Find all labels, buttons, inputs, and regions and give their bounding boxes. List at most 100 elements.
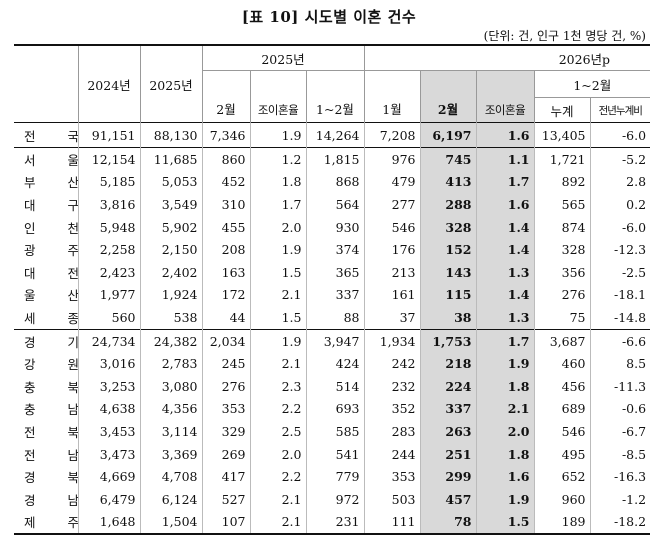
region-label: 강 원 bbox=[14, 352, 79, 375]
val-2026-yoy: -0.6 bbox=[621, 401, 647, 417]
region-label: 경 북 bbox=[14, 465, 79, 488]
val-2026-crude: 1.7 bbox=[476, 170, 535, 194]
val-2025: 2,150 bbox=[140, 238, 203, 261]
val-2026-crude: 1.6 bbox=[476, 193, 535, 216]
val-2025: 2,402 bbox=[140, 260, 203, 284]
val-2026-feb: 115 bbox=[420, 283, 477, 307]
region-label: 제 주 bbox=[14, 510, 79, 535]
val-2025-crude: 2.1 bbox=[250, 510, 307, 535]
val-2025-janfeb: 564 bbox=[306, 193, 365, 216]
val-2026-crude: 1.9 bbox=[476, 487, 535, 511]
val-2026-jan: 213 bbox=[364, 260, 421, 284]
val-2026-jan: 503 bbox=[364, 487, 421, 511]
val-2024: 2,423 bbox=[78, 260, 141, 284]
val-2025-feb: 172 bbox=[202, 283, 251, 307]
table-header: 2024년 2025년 2025년 2026년p 2월 조이혼율 1~2월 1월… bbox=[14, 45, 651, 123]
val-2025-crude: 1.8 bbox=[250, 170, 307, 194]
header-2025-feb: 2월 bbox=[202, 70, 251, 123]
val-2025-crude: 1.5 bbox=[250, 260, 307, 284]
val-2026-cum: 495 bbox=[534, 442, 591, 466]
val-2024: 1,648 bbox=[78, 510, 141, 535]
val-2026-yoy: -1.2 bbox=[621, 491, 647, 507]
val-2025: 4,708 bbox=[140, 465, 203, 488]
val-2025-crude: 2.3 bbox=[250, 374, 307, 398]
val-2026-cum: 189 bbox=[534, 510, 591, 535]
val-2026-cum: 892 bbox=[534, 170, 591, 194]
val-2025: 1,504 bbox=[140, 510, 203, 535]
val-2025-crude: 1.5 bbox=[250, 306, 307, 330]
val-2026-feb: 745 bbox=[420, 146, 477, 171]
table-row: 전 국1)91,15188,1307,3461.914,2647,2086,19… bbox=[14, 122, 650, 148]
header-2026-jan: 1월 bbox=[364, 70, 421, 123]
region-label: 전 남 bbox=[14, 442, 79, 466]
val-2024: 2,258 bbox=[78, 238, 141, 261]
val-2026-feb: 1,753 bbox=[420, 328, 477, 353]
val-2024: 6,479 bbox=[78, 487, 141, 511]
val-2026-yoy: -8.5 bbox=[621, 446, 647, 462]
val-2025: 1,924 bbox=[140, 283, 203, 307]
val-2025: 4,356 bbox=[140, 397, 203, 421]
val-2026-crude: 1.6 bbox=[476, 465, 535, 488]
table-title: [표 10] 시도별 이혼 건수 bbox=[241, 8, 417, 26]
val-2026-jan: 353 bbox=[364, 465, 421, 488]
val-2026-yoy: 8.5 bbox=[626, 356, 647, 372]
val-2026-cum: 3,687 bbox=[534, 328, 591, 353]
val-2026-yoy: -16.3 bbox=[613, 469, 647, 485]
val-2026-feb: 263 bbox=[420, 420, 477, 443]
val-2025-feb: 417 bbox=[202, 465, 251, 488]
header-group-2026: 2026년p bbox=[364, 45, 651, 71]
val-2025-crude: 2.1 bbox=[250, 487, 307, 511]
val-2024: 3,816 bbox=[78, 193, 141, 216]
val-2026-cum: 13,405 bbox=[534, 122, 591, 148]
val-2026-feb: 78 bbox=[420, 510, 477, 535]
val-2025-crude: 2.2 bbox=[250, 397, 307, 421]
val-2025-feb: 269 bbox=[202, 442, 251, 466]
val-2026-crude: 1.6 bbox=[476, 122, 535, 148]
val-2025-feb: 7,346 bbox=[202, 122, 251, 148]
val-2025-janfeb: 693 bbox=[306, 397, 365, 421]
val-2024: 4,669 bbox=[78, 465, 141, 488]
region-label: 경 기 bbox=[14, 328, 79, 353]
region-label: 충 북 bbox=[14, 374, 79, 398]
val-2026-cum: 456 bbox=[534, 374, 591, 398]
val-2025: 3,369 bbox=[140, 442, 203, 466]
val-2025-janfeb: 930 bbox=[306, 215, 365, 239]
val-2025-feb: 276 bbox=[202, 374, 251, 398]
val-2026-feb: 337 bbox=[420, 397, 477, 421]
val-2025-janfeb: 514 bbox=[306, 374, 365, 398]
val-2026-jan: 479 bbox=[364, 170, 421, 194]
val-2026-crude: 1.4 bbox=[476, 215, 535, 239]
val-2026-cum: 652 bbox=[534, 465, 591, 488]
val-2026-yoy: -12.3 bbox=[613, 242, 647, 258]
val-2026-crude: 1.9 bbox=[476, 352, 535, 375]
header-group-2025: 2025년 bbox=[202, 45, 365, 71]
val-2026-feb: 218 bbox=[420, 352, 477, 375]
val-2024: 3,453 bbox=[78, 420, 141, 443]
val-2026-cum: 874 bbox=[534, 215, 591, 239]
val-2025-feb: 2,034 bbox=[202, 328, 251, 353]
val-2026-yoy: -6.0 bbox=[621, 219, 647, 235]
header-2025-total: 2025년 bbox=[140, 45, 203, 123]
val-2025-crude: 1.7 bbox=[250, 193, 307, 216]
val-2026-crude: 1.8 bbox=[476, 442, 535, 466]
val-2025-feb: 452 bbox=[202, 170, 251, 194]
val-2025-janfeb: 1,815 bbox=[306, 146, 365, 171]
val-2026-cum: 328 bbox=[534, 238, 591, 261]
val-2026-yoy: -18.2 bbox=[613, 514, 647, 530]
header-2026-crude: 조이혼율 bbox=[476, 70, 535, 123]
val-2024: 3,253 bbox=[78, 374, 141, 398]
val-2026-yoy: -6.7 bbox=[621, 423, 647, 439]
val-2026-yoy: 2.8 bbox=[626, 174, 647, 190]
val-2026-cum: 960 bbox=[534, 487, 591, 511]
region-label: 인 천 bbox=[14, 215, 79, 239]
val-2026-crude: 1.4 bbox=[476, 238, 535, 261]
header-cum: 누계 bbox=[534, 97, 591, 123]
val-2025: 5,053 bbox=[140, 170, 203, 194]
val-2025-janfeb: 972 bbox=[306, 487, 365, 511]
val-2026-feb: 251 bbox=[420, 442, 477, 466]
val-2025-janfeb: 88 bbox=[306, 306, 365, 330]
